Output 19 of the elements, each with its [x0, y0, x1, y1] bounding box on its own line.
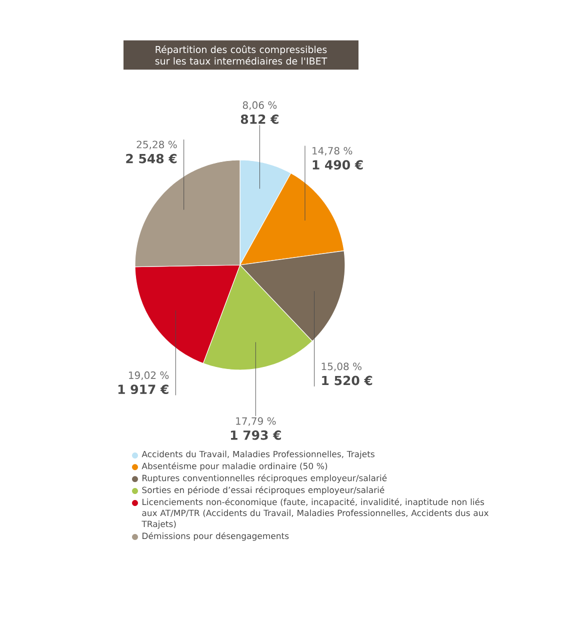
legend-label: Ruptures conventionnelles réciproques employeur/salarié	[142, 474, 387, 483]
legend-label: Absentéisme pour maladie ordinaire (50 %)	[142, 462, 328, 471]
data-label: 1 793 €	[230, 430, 281, 440]
legend-label: Sorties en période d’essai réciproques employeur/salarié	[142, 486, 384, 495]
data-label: 1 520 €	[322, 376, 372, 386]
data-label: 1 490 €	[312, 160, 363, 170]
text: 14,78 %	[312, 146, 352, 156]
legend-label: Accidents du Travail, Maladies Professionnelles, Trajets	[142, 450, 374, 459]
text: 19,02 %	[129, 371, 169, 380]
text: 15,08 %	[322, 362, 362, 372]
data-label: 812 €	[240, 114, 278, 124]
text: 8,06 %	[242, 101, 277, 110]
legend-label: Démissions pour désengagements	[142, 532, 289, 541]
text: 17,79 %	[236, 417, 276, 426]
chart-title: Répartition des coûts compressibles sur les taux intermédiaires de l'IBET	[155, 45, 328, 65]
data-label: 2 548 €	[126, 154, 177, 164]
data-label: 1 917 €	[118, 384, 168, 394]
text: 25,28 %	[136, 140, 177, 150]
legend-label: Licenciements non-économique (faute, incapacité, invalidité, inaptitude non liés aux AT/MP/TR (Accidents du Travail, Maladies Professionnelles, Accidents dus aux TRajets)	[142, 498, 488, 529]
